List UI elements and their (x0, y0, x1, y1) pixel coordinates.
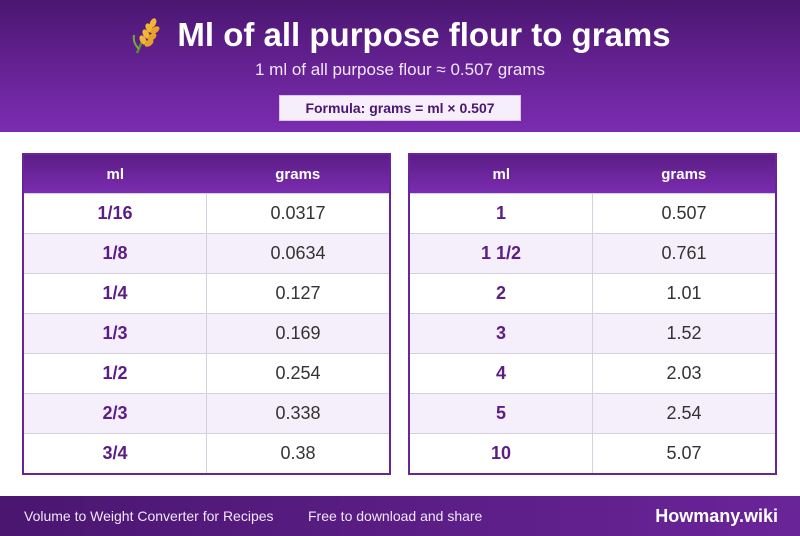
wheat-icon (133, 18, 160, 54)
ml-cell: 1 (410, 194, 593, 233)
footer-tagline: Volume to Weight Converter for Recipes (24, 508, 274, 524)
table-row: 2 1.01 (410, 273, 775, 313)
table-row: 3 1.52 (410, 313, 775, 353)
footer-share-note: Free to download and share (308, 508, 483, 524)
ml-cell: 1/2 (24, 354, 207, 393)
grams-cell: 2.03 (666, 363, 702, 383)
ml-cell: 1/4 (24, 274, 207, 313)
title-row: Ml of all purpose flour to grams (0, 14, 800, 56)
conversion-table-left: ml grams 1/16 0.0317 1/8 0.0634 1/4 0.127 1… (22, 153, 391, 475)
table-header: ml grams (24, 155, 389, 193)
formula-badge: Formula: grams = ml × 0.507 (279, 95, 521, 121)
page-title: Ml of all purpose flour to grams (177, 16, 671, 53)
grams-cell: 0.761 (661, 243, 707, 263)
ml-cell: 4 (410, 354, 593, 393)
table-row: 5 2.54 (410, 393, 775, 433)
ml-cell: 1/3 (24, 314, 207, 353)
ml-cell: 1/16 (24, 194, 207, 233)
grams-cell: 0.338 (275, 403, 321, 423)
table-row: 1 0.507 (410, 193, 775, 233)
table-row: 1 1/2 0.761 (410, 233, 775, 273)
footer: Volume to Weight Converter for Recipes F… (0, 496, 800, 536)
ml-cell: 10 (410, 434, 593, 473)
conversion-table-right: ml grams 1 0.507 1 1/2 0.761 2 1.01 3 1.52 4… (408, 153, 777, 475)
table-row: 1/16 0.0317 (24, 193, 389, 233)
table-header: ml grams (410, 155, 775, 193)
table-row: 1/2 0.254 (24, 353, 389, 393)
ml-cell: 3 (410, 314, 593, 353)
grams-cell: 0.0634 (270, 243, 326, 263)
ml-cell: 1 1/2 (410, 234, 593, 273)
grams-cell: 0.0317 (270, 203, 326, 223)
table-row: 3/4 0.38 (24, 433, 389, 473)
table-row: 2/3 0.338 (24, 393, 389, 433)
column-header-grams: grams (661, 165, 707, 183)
table-row: 10 5.07 (410, 433, 775, 473)
table-body: 1/16 0.0317 1/8 0.0634 1/4 0.127 1/3 0.169 1… (24, 193, 389, 473)
grams-cell: 5.07 (666, 443, 702, 463)
subtitle: 1 ml of all purpose flour ≈ 0.507 grams (255, 60, 545, 79)
column-header-ml: ml (492, 165, 510, 183)
table-row: 4 2.03 (410, 353, 775, 393)
grams-cell: 0.507 (661, 203, 707, 223)
table-row: 1/3 0.169 (24, 313, 389, 353)
ml-cell: 3/4 (24, 434, 207, 473)
ml-cell: 2/3 (24, 394, 207, 433)
grams-cell: 0.38 (280, 443, 316, 463)
ml-cell: 1/8 (24, 234, 207, 273)
table-row: 1/8 0.0634 (24, 233, 389, 273)
table-row: 1/4 0.127 (24, 273, 389, 313)
grams-cell: 0.127 (275, 283, 321, 303)
ml-cell: 5 (410, 394, 593, 433)
table-body: 1 0.507 1 1/2 0.761 2 1.01 3 1.52 4 2.03 5 2.5… (410, 193, 775, 473)
brand-link[interactable]: Howmany.wiki (655, 505, 778, 526)
column-header-grams: grams (275, 165, 321, 183)
grams-cell: 1.52 (666, 323, 702, 343)
header: Ml of all purpose flour to grams 1 ml of… (0, 0, 800, 132)
grams-cell: 1.01 (666, 283, 702, 303)
ml-cell: 2 (410, 274, 593, 313)
column-header-ml: ml (106, 165, 124, 183)
grams-cell: 0.169 (275, 323, 321, 343)
grams-cell: 2.54 (666, 403, 702, 423)
grams-cell: 0.254 (275, 363, 321, 383)
